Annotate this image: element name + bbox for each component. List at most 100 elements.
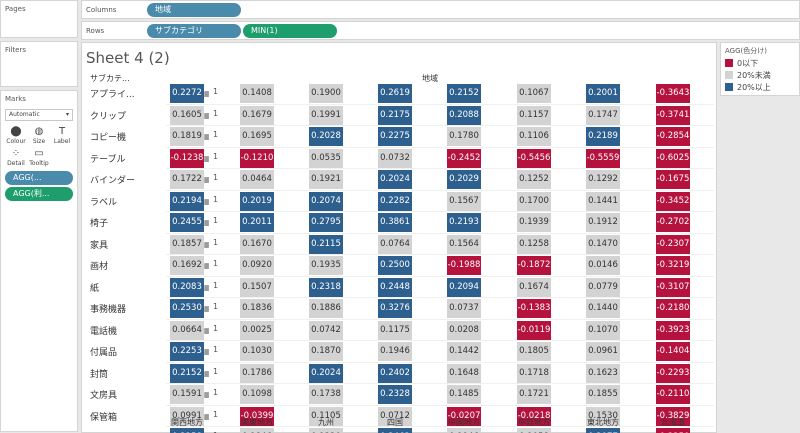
table-cell[interactable]: 0.2282	[378, 191, 412, 211]
table-cell[interactable]: 0.1470	[586, 234, 620, 254]
table-cell[interactable]: 0.0208	[447, 320, 481, 340]
table-cell[interactable]: 0.1870	[309, 342, 343, 361]
table-cell[interactable]: 0.1786	[240, 363, 274, 383]
table-cell[interactable]: -0.2307	[656, 234, 690, 254]
table-cell[interactable]: 0.1747	[586, 105, 620, 125]
table-cell[interactable]: 0.1070	[586, 320, 620, 340]
table-cell[interactable]: -0.2702	[656, 213, 690, 232]
mark-button-label[interactable]: T Label	[51, 125, 73, 147]
row-header[interactable]: 画材	[90, 262, 109, 272]
table-cell[interactable]: 0.1030	[240, 342, 274, 361]
table-cell[interactable]: 0.2028	[309, 127, 343, 146]
table-cell[interactable]: 0.2189	[586, 127, 620, 146]
table-cell[interactable]: 0.1695	[240, 127, 274, 146]
table-cell[interactable]: 0.2500	[378, 256, 412, 275]
table-cell[interactable]: -0.1988	[447, 256, 481, 275]
table-cell[interactable]: -0.3643	[656, 84, 690, 103]
row-header[interactable]: アプライ...	[90, 90, 135, 100]
table-cell[interactable]: 0.1648	[447, 363, 481, 383]
column-header[interactable]: 中国地方	[448, 418, 480, 427]
table-cell[interactable]: -0.2180	[656, 299, 690, 318]
columns-shelf[interactable]: Columns 地域	[81, 0, 800, 19]
table-cell[interactable]: 0.2024	[309, 363, 343, 383]
table-cell[interactable]: 0.1258	[517, 234, 551, 254]
table-cell[interactable]: 0.2011	[240, 213, 274, 232]
table-cell[interactable]: 0.1679	[240, 105, 274, 125]
table-cell[interactable]: 0.1605	[170, 105, 204, 125]
table-cell[interactable]: 0.2019	[240, 191, 274, 211]
table-cell[interactable]: 0.2152	[447, 84, 481, 103]
table-cell[interactable]: 0.1530	[586, 406, 620, 426]
table-cell[interactable]: 0.2094	[447, 277, 481, 297]
row-header[interactable]: 付属品	[90, 348, 118, 358]
table-cell[interactable]: 0.1157	[517, 105, 551, 125]
table-cell[interactable]: 0.2152	[170, 363, 204, 383]
table-cell[interactable]: 0.1855	[586, 385, 620, 404]
table-cell[interactable]: -0.1675	[656, 170, 690, 189]
table-cell[interactable]: 0.2024	[378, 170, 412, 189]
table-cell[interactable]: 0.2462	[378, 428, 412, 433]
table-cell[interactable]: 0.0920	[240, 256, 274, 275]
table-cell[interactable]: 0.1408	[240, 84, 274, 103]
worksheet[interactable]: Sheet 4 (2) サブカテ... 地域 アプライ... ▦ 1 0.2272 0.…	[81, 42, 717, 433]
table-cell[interactable]: 0.0779	[586, 277, 620, 297]
table-cell[interactable]: 0.2795	[309, 213, 343, 232]
mark-button-size[interactable]: ◍ Size	[28, 125, 50, 147]
table-cell[interactable]: -0.2452	[447, 148, 481, 168]
legend-item[interactable]: 0以下	[725, 58, 758, 69]
table-cell[interactable]: 0.2619	[378, 84, 412, 103]
table-cell[interactable]: 0.1721	[517, 385, 551, 404]
table-cell[interactable]: -0.2110	[656, 385, 690, 404]
column-header[interactable]: 関西地方	[171, 418, 203, 427]
table-cell[interactable]: 0.1900	[309, 84, 343, 103]
rows-pill-subcategory[interactable]: サブカテゴリ	[147, 24, 241, 38]
table-cell[interactable]: 0.1105	[309, 406, 343, 426]
row-header[interactable]: テーブル	[90, 154, 126, 165]
pages-card[interactable]: Pages	[0, 0, 78, 38]
table-cell[interactable]: -0.3452	[656, 191, 690, 211]
columns-pill-region[interactable]: 地域	[147, 3, 241, 17]
table-cell[interactable]: 0.0737	[447, 299, 481, 318]
table-cell[interactable]: 0.1670	[240, 234, 274, 254]
table-cell[interactable]: 0.1106	[517, 127, 551, 146]
row-header[interactable]: 家具	[90, 240, 109, 251]
table-cell[interactable]: 0.1939	[517, 213, 551, 232]
table-cell[interactable]: -0.5559	[586, 148, 620, 168]
table-cell[interactable]: 0.1292	[586, 170, 620, 189]
table-cell[interactable]: 0.0464	[240, 170, 274, 189]
table-cell[interactable]: 0.1718	[517, 363, 551, 383]
row-header[interactable]: 保管箱	[90, 412, 118, 423]
table-cell[interactable]: 0.2175	[378, 105, 412, 125]
table-cell[interactable]: -0.3107	[656, 277, 690, 297]
table-cell[interactable]: 0.0742	[309, 320, 343, 340]
table-cell[interactable]: 0.1564	[447, 234, 481, 254]
table-cell[interactable]: 0.3861	[378, 213, 412, 232]
table-cell[interactable]: 0.2448	[378, 277, 412, 297]
table-cell[interactable]: 0.0146	[586, 256, 620, 275]
table-cell[interactable]: 0.0025	[240, 320, 274, 340]
table-cell[interactable]: 0.1946	[378, 342, 412, 361]
table-cell[interactable]: -0.0399	[240, 406, 274, 426]
table-cell[interactable]: -0.3829	[656, 406, 690, 426]
mark-button-tooltip[interactable]: ▭ Tooltip	[28, 147, 50, 169]
column-header[interactable]: 関東地方	[241, 418, 273, 427]
marks-card[interactable]: Marks Automatic ▾ ⬤ Colour ◍ Size T Label ⁘ Det…	[0, 90, 78, 432]
table-cell[interactable]: 0.1912	[586, 213, 620, 232]
table-cell[interactable]: 0.1935	[309, 256, 343, 275]
table-cell[interactable]: -0.0218	[517, 406, 551, 426]
mark-button-detail[interactable]: ⁘ Detail	[5, 147, 27, 169]
table-cell[interactable]: 0.1175	[378, 320, 412, 340]
table-cell[interactable]: 0.1857	[170, 234, 204, 254]
table-cell[interactable]: 0.1991	[309, 105, 343, 125]
table-cell[interactable]: 0.1780	[447, 127, 481, 146]
table-cell[interactable]: 0.0712	[378, 406, 412, 426]
table-cell[interactable]: 0.2318	[309, 277, 343, 297]
table-cell[interactable]: -0.3923	[656, 320, 690, 340]
table-cell[interactable]: 0.0732	[378, 148, 412, 168]
table-cell[interactable]: 0.2402	[378, 363, 412, 383]
table-cell[interactable]: 0.1738	[309, 385, 343, 404]
table-cell[interactable]: 0.2083	[170, 277, 204, 297]
table-cell[interactable]: 0.1485	[447, 385, 481, 404]
table-cell[interactable]: 0.3276	[378, 299, 412, 318]
column-header[interactable]: 東北地方	[587, 418, 619, 427]
